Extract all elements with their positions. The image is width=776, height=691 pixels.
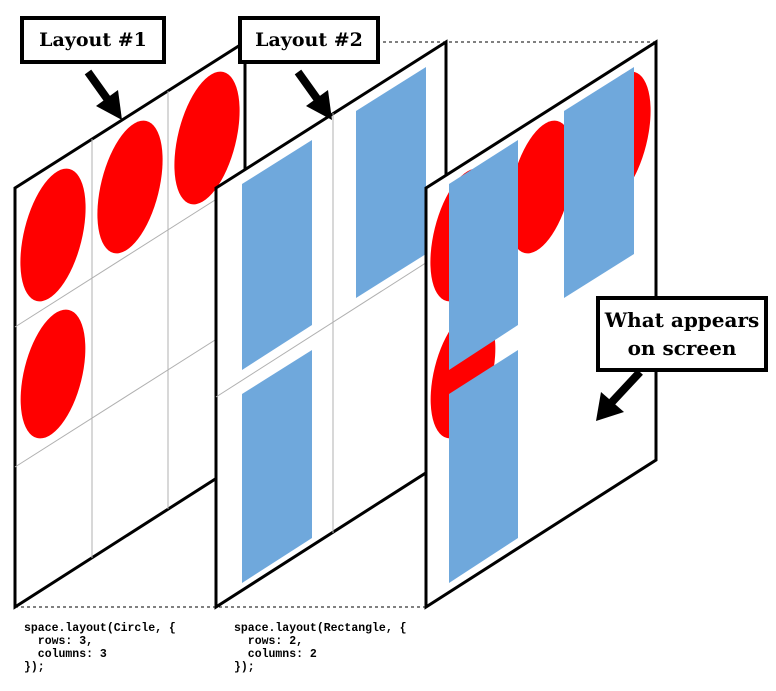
- screen-rect-r2c1: [449, 350, 518, 583]
- layout2-rect-r2c1: [242, 350, 312, 583]
- layout2-code-line: columns: 2: [234, 648, 317, 661]
- layout1-circle-r1c2: [97, 120, 163, 254]
- layout1-code-line: rows: 3,: [24, 635, 94, 648]
- layout1-arrow: [84, 69, 122, 120]
- layout2-rect-r1c2: [356, 67, 426, 298]
- layout2-code-line: rows: 2,: [234, 635, 304, 648]
- layout2-code: space.layout(Rectangle, { rows: 2, colum…: [234, 622, 407, 674]
- screen-arrow: [596, 369, 643, 421]
- layout1-code: space.layout(Circle, { rows: 3, columns:…: [24, 622, 176, 674]
- layout1-code-line: columns: 3: [24, 648, 107, 661]
- screen-circle-r1c2: [508, 120, 574, 254]
- layout1-circle-r1c3: [174, 71, 240, 205]
- screen-label: What appears on screen: [596, 296, 768, 372]
- screen-label-line1: What appears: [604, 308, 760, 332]
- layout2-code-line: space.layout(Rectangle, {: [234, 622, 407, 635]
- screen-panel: [424, 39, 658, 610]
- screen-label-line2: on screen: [627, 336, 737, 360]
- layout2-arrow: [294, 69, 332, 120]
- layout2-code-line: });: [234, 661, 255, 674]
- layout1-circle-r1c1: [20, 168, 86, 302]
- screen-rect-r1c1: [449, 140, 518, 370]
- layout2-grid: [215, 113, 447, 533]
- screen-rect-r1c2: [564, 67, 634, 298]
- layout1-code-line: space.layout(Circle, {: [24, 622, 176, 635]
- layout1-panel: [13, 39, 247, 610]
- layout1-circle-r2c1: [20, 309, 86, 439]
- arrows: [84, 69, 643, 421]
- layout1-label: Layout #1: [20, 16, 166, 64]
- layout2-rect-r1c1: [242, 140, 312, 370]
- layout2-panel: [214, 39, 448, 610]
- layout2-label: Layout #2: [238, 16, 380, 64]
- layout1-grid: [14, 91, 246, 558]
- layout1-code-line: });: [24, 661, 45, 674]
